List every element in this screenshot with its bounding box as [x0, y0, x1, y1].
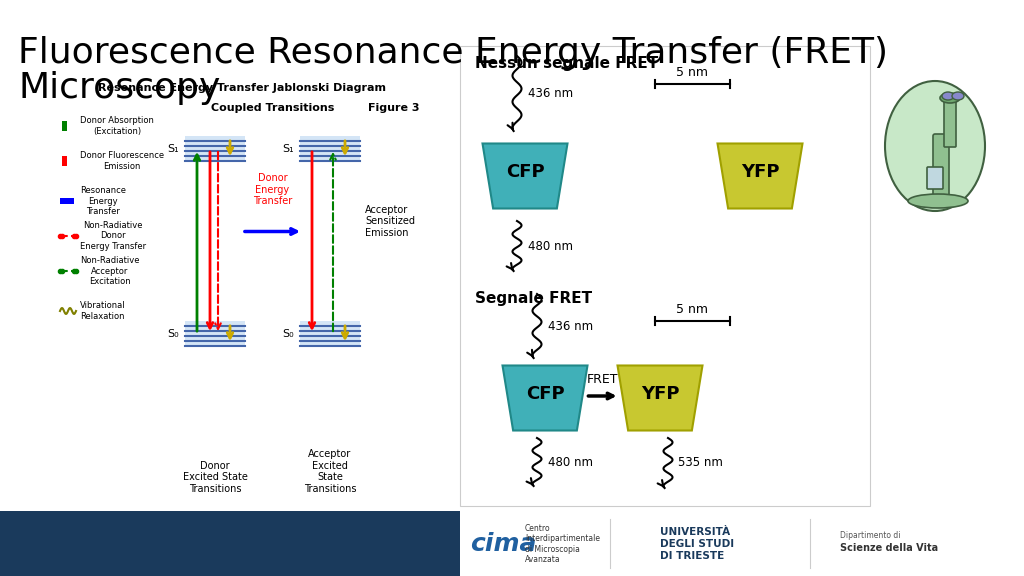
Text: Non-Radiative
Donor
Energy Transfer: Non-Radiative Donor Energy Transfer	[80, 221, 146, 251]
Ellipse shape	[952, 92, 964, 100]
Text: FRET: FRET	[587, 373, 618, 386]
Ellipse shape	[940, 93, 961, 103]
Text: Resonance Energy Transfer Jablonski Diagram: Resonance Energy Transfer Jablonski Diag…	[98, 83, 386, 93]
Text: S₁: S₁	[167, 144, 179, 154]
Text: Coupled Transitions: Coupled Transitions	[211, 103, 334, 113]
FancyBboxPatch shape	[300, 321, 360, 346]
Text: Segnale FRET: Segnale FRET	[475, 291, 592, 306]
FancyBboxPatch shape	[460, 511, 1024, 576]
Text: 436 nm: 436 nm	[548, 320, 593, 332]
FancyBboxPatch shape	[0, 511, 460, 576]
FancyBboxPatch shape	[944, 100, 956, 147]
Text: 535 nm: 535 nm	[679, 457, 723, 469]
Polygon shape	[503, 366, 588, 430]
Text: S₀: S₀	[167, 329, 179, 339]
Text: Nessun segnale FRET: Nessun segnale FRET	[475, 56, 658, 71]
Text: Non-Radiative
Acceptor
Excitation: Non-Radiative Acceptor Excitation	[80, 256, 139, 286]
Text: UNIVERSITÀ
DEGLI STUDI
DI TRIESTE: UNIVERSITÀ DEGLI STUDI DI TRIESTE	[660, 528, 734, 560]
Text: Donor
Excited State
Transitions: Donor Excited State Transitions	[182, 461, 248, 494]
FancyBboxPatch shape	[62, 156, 67, 166]
Text: 480 nm: 480 nm	[548, 456, 593, 468]
Text: S₁: S₁	[283, 144, 294, 154]
Text: 436 nm: 436 nm	[527, 87, 572, 100]
FancyBboxPatch shape	[927, 167, 943, 189]
Text: Resonance
Energy
Transfer: Resonance Energy Transfer	[80, 186, 126, 216]
FancyBboxPatch shape	[933, 134, 949, 198]
Text: CFP: CFP	[506, 163, 545, 181]
Text: Scienze della Vita: Scienze della Vita	[840, 543, 938, 553]
Text: Donor Fluorescence
Emission: Donor Fluorescence Emission	[80, 151, 164, 170]
Polygon shape	[617, 366, 702, 430]
Polygon shape	[482, 143, 567, 209]
FancyBboxPatch shape	[185, 136, 245, 161]
Text: Donor Absorption
(Excitation): Donor Absorption (Excitation)	[80, 116, 154, 136]
Text: Vibrational
Relaxation: Vibrational Relaxation	[80, 301, 126, 321]
Text: Acceptor
Excited
State
Transitions: Acceptor Excited State Transitions	[304, 449, 356, 494]
Text: S₀: S₀	[283, 329, 294, 339]
Text: Acceptor
Sensitized
Emission: Acceptor Sensitized Emission	[365, 205, 415, 238]
Text: YFP: YFP	[740, 163, 779, 181]
Text: cima: cima	[470, 532, 537, 556]
Text: Dipartimento di: Dipartimento di	[840, 532, 900, 540]
Ellipse shape	[942, 92, 954, 100]
Text: 5 nm: 5 nm	[677, 66, 709, 79]
Text: 5 nm: 5 nm	[677, 303, 709, 316]
Ellipse shape	[885, 81, 985, 211]
Text: 480 nm: 480 nm	[527, 240, 572, 252]
Text: Figure 3: Figure 3	[368, 103, 420, 113]
Ellipse shape	[908, 194, 968, 208]
Text: CFP: CFP	[525, 385, 564, 403]
FancyBboxPatch shape	[300, 136, 360, 161]
Text: Centro
Interdipartimentale
di Microscopia
Avanzata: Centro Interdipartimentale di Microscopi…	[525, 524, 600, 564]
Polygon shape	[718, 143, 803, 209]
FancyBboxPatch shape	[62, 121, 67, 131]
Text: Fluorescence Resonance Energy Transfer (FRET): Fluorescence Resonance Energy Transfer (…	[18, 36, 888, 70]
Text: Microscopy: Microscopy	[18, 71, 220, 105]
FancyBboxPatch shape	[60, 198, 74, 204]
Text: YFP: YFP	[641, 385, 679, 403]
Text: Donor
Energy
Transfer: Donor Energy Transfer	[253, 173, 292, 207]
FancyBboxPatch shape	[460, 46, 870, 506]
FancyBboxPatch shape	[185, 321, 245, 346]
